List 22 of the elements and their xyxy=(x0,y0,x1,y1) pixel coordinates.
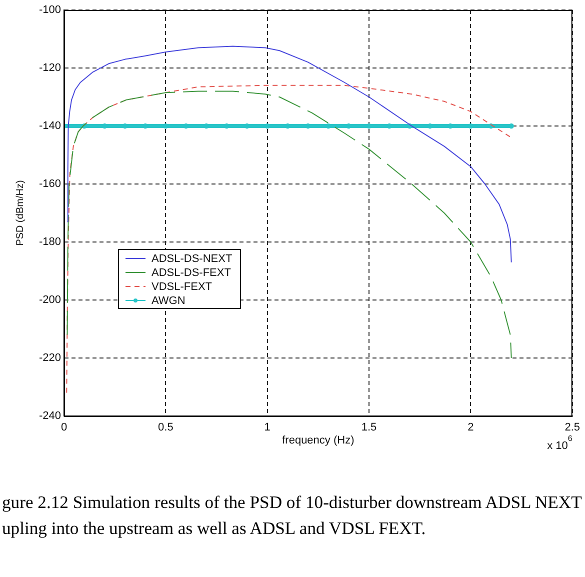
y-tick-label: -160 xyxy=(38,178,61,190)
x-tick-label: 1.5 xyxy=(361,422,377,434)
x-tick-label: 2.5 xyxy=(564,422,580,434)
text: gure 2.12 Simulation results of the PSD of 10-disturber downstream ADSL NEXT xyxy=(2,491,582,514)
legend-label: VDSL-FEXT xyxy=(152,281,212,294)
x-axis-title: frequency (Hz) xyxy=(282,434,354,446)
text: upling into the upstream as well as ADSL and VDSL FEXT. xyxy=(2,517,427,540)
x-tick-label: 1 xyxy=(264,422,270,434)
legend-label: ADSL-DS-FEXT xyxy=(152,267,232,280)
x-tick-label: 0 xyxy=(60,422,68,434)
x-tick-label: 2 xyxy=(468,422,474,434)
y-tick-label: -220 xyxy=(38,352,61,364)
y-tick-label: -180 xyxy=(38,236,61,248)
y-tick-label: -140 xyxy=(38,120,61,132)
y-tick-label: -200 xyxy=(38,294,61,306)
y-tick-label: -100 xyxy=(38,4,61,16)
x-tick-label: 0.5 xyxy=(158,422,174,434)
legend-label: ADSL-DS-NEXT xyxy=(152,253,232,266)
y-axis-title: PSD (dBm/Hz) xyxy=(14,180,26,246)
y-tick-label: -240 xyxy=(38,410,61,422)
legend-label: AWGN xyxy=(152,295,186,308)
y-tick-label: -120 xyxy=(38,62,61,74)
